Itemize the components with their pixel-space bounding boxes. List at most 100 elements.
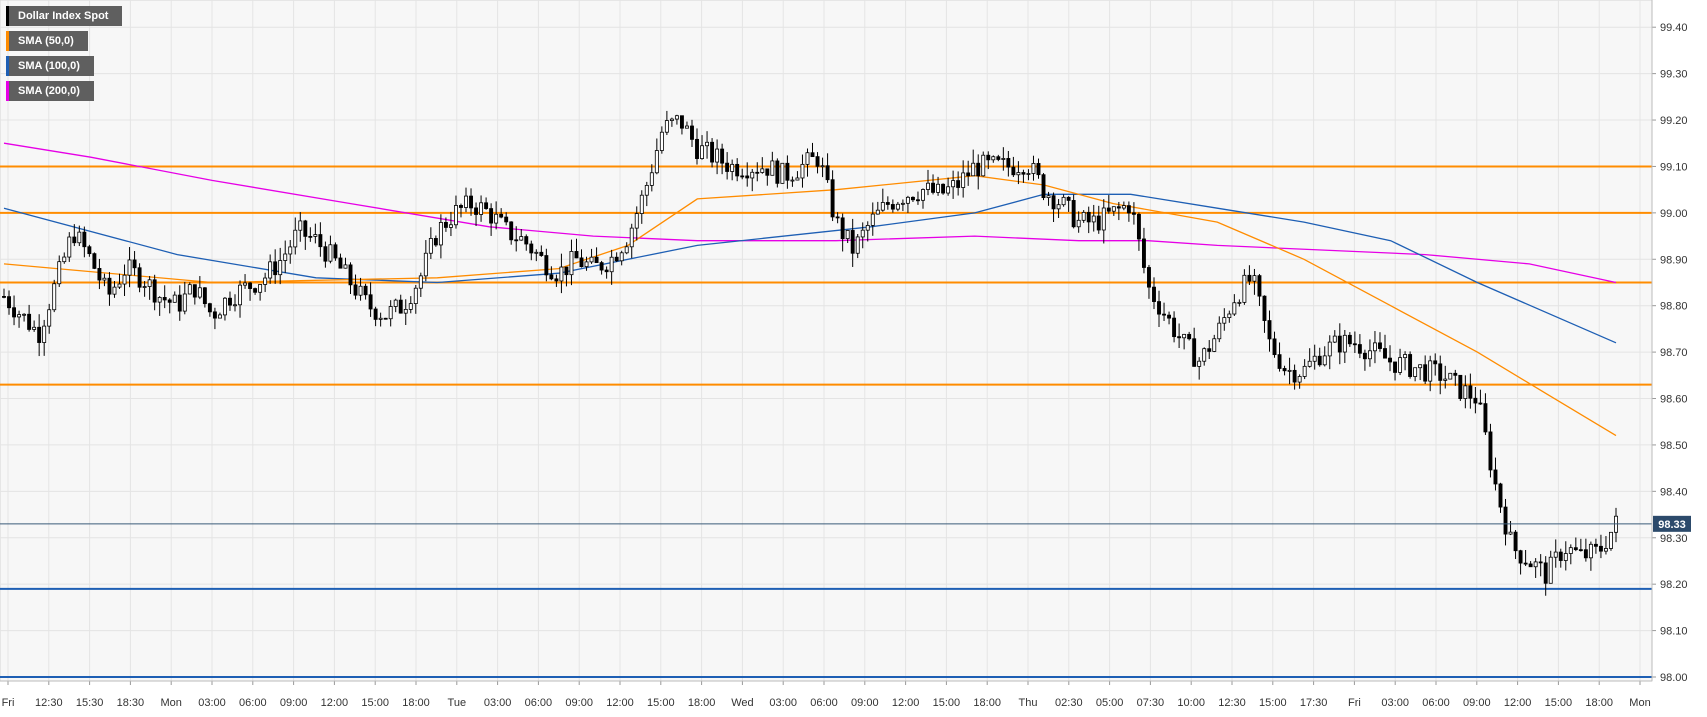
candle-body bbox=[810, 152, 815, 158]
candle-body bbox=[172, 294, 177, 303]
candle-body bbox=[1081, 211, 1086, 221]
candle-body bbox=[343, 264, 348, 269]
candle-body bbox=[489, 208, 494, 224]
legend-item-sma-100[interactable]: SMA (100,0) bbox=[6, 56, 94, 76]
candle-body bbox=[1071, 200, 1076, 228]
x-tick-label: 03:00 bbox=[769, 697, 797, 709]
candle-body bbox=[735, 163, 740, 177]
candle-body bbox=[428, 238, 433, 254]
candle-body bbox=[1247, 274, 1252, 282]
candle-body bbox=[167, 299, 172, 303]
legend-swatch bbox=[6, 81, 9, 101]
candle-body bbox=[499, 213, 504, 218]
candle-body bbox=[1473, 397, 1478, 404]
plot-area bbox=[0, 0, 1653, 682]
x-tick-label: 18:00 bbox=[973, 697, 1001, 709]
y-tick-label: 99.00 bbox=[1660, 208, 1688, 220]
candle-body bbox=[544, 255, 549, 276]
candle-body bbox=[72, 236, 77, 244]
sma-50-line bbox=[3, 175, 1617, 437]
current-price-label: 98.33 bbox=[1658, 519, 1686, 531]
candle-body bbox=[47, 309, 52, 327]
candle-body bbox=[418, 275, 423, 289]
legend-label: Dollar Index Spot bbox=[18, 10, 109, 22]
y-tick-label: 98.60 bbox=[1660, 394, 1688, 406]
candle-body bbox=[7, 296, 11, 309]
candle-body bbox=[750, 171, 755, 179]
candle-body bbox=[1091, 215, 1096, 223]
candle-body bbox=[202, 287, 207, 305]
candle-body bbox=[12, 307, 16, 318]
candle-body bbox=[971, 162, 976, 177]
candle-body bbox=[669, 118, 674, 121]
candle-body bbox=[890, 204, 895, 210]
candle-body bbox=[634, 213, 639, 229]
candle-body bbox=[298, 220, 303, 231]
legend-swatch bbox=[6, 6, 9, 26]
candle-body bbox=[248, 282, 253, 289]
candle-body bbox=[207, 303, 212, 313]
legend-item-sma-50[interactable]: SMA (50,0) bbox=[6, 31, 88, 51]
candle-body bbox=[659, 131, 664, 151]
candle-body bbox=[956, 180, 961, 188]
candle-body bbox=[1347, 334, 1352, 345]
candle-body bbox=[1312, 355, 1317, 362]
candle-body bbox=[1428, 360, 1433, 382]
x-tick-label: 09:00 bbox=[851, 697, 879, 709]
legend-item-sma-200[interactable]: SMA (200,0) bbox=[6, 81, 94, 101]
candle-body bbox=[1051, 195, 1056, 210]
candle-body bbox=[92, 253, 97, 269]
candle-body bbox=[1443, 378, 1448, 381]
candle-body bbox=[1453, 372, 1458, 376]
candle-body bbox=[2, 296, 6, 298]
candle-body bbox=[22, 313, 27, 316]
candle-body bbox=[705, 141, 710, 147]
legend-item-price[interactable]: Dollar Index Spot bbox=[6, 6, 123, 26]
candle-body bbox=[1593, 543, 1598, 547]
candle-body bbox=[1448, 372, 1453, 380]
candle-body bbox=[1588, 543, 1593, 559]
candle-body bbox=[1307, 360, 1312, 367]
x-tick-label: 09:00 bbox=[280, 697, 308, 709]
x-tick-label: 15:00 bbox=[1259, 697, 1287, 709]
candle-body bbox=[1167, 314, 1172, 319]
candle-body bbox=[524, 236, 529, 245]
candle-body bbox=[529, 243, 534, 254]
candle-body bbox=[1016, 172, 1021, 176]
chart-legend: Dollar Index Spot SMA (50,0) SMA (100,0)… bbox=[6, 6, 123, 106]
candle-body bbox=[1227, 313, 1232, 319]
candle-body bbox=[1056, 204, 1061, 210]
candle-body bbox=[976, 162, 981, 177]
candle-body bbox=[494, 213, 499, 224]
candle-body bbox=[775, 160, 780, 184]
candle-body bbox=[1609, 531, 1613, 549]
candle-body bbox=[37, 326, 42, 343]
candle-body bbox=[1352, 343, 1357, 346]
candle-body bbox=[875, 209, 880, 215]
candle-body bbox=[865, 225, 870, 231]
candle-body bbox=[996, 156, 1001, 160]
candle-body bbox=[569, 251, 574, 276]
candle-body bbox=[685, 125, 689, 129]
candle-body bbox=[454, 205, 458, 226]
candle-body bbox=[1172, 317, 1177, 338]
candle-body bbox=[1332, 335, 1337, 343]
candle-body bbox=[273, 261, 278, 276]
candle-body bbox=[197, 287, 202, 298]
candle-body bbox=[1478, 402, 1483, 405]
candle-body bbox=[1076, 219, 1081, 228]
candle-body bbox=[1036, 163, 1041, 176]
x-tick-label: 02:30 bbox=[1055, 697, 1083, 709]
candle-body bbox=[1026, 173, 1031, 175]
legend-swatch bbox=[6, 56, 9, 76]
candle-body bbox=[1131, 212, 1136, 215]
candle-body bbox=[936, 183, 941, 193]
x-tick-label: 15:00 bbox=[933, 697, 961, 709]
candle-body bbox=[1408, 354, 1413, 377]
y-tick-label: 98.40 bbox=[1660, 486, 1688, 498]
candle-body bbox=[443, 222, 448, 228]
x-tick-label: 15:30 bbox=[76, 697, 104, 709]
candle-body bbox=[951, 180, 956, 188]
candle-body bbox=[1518, 550, 1523, 564]
